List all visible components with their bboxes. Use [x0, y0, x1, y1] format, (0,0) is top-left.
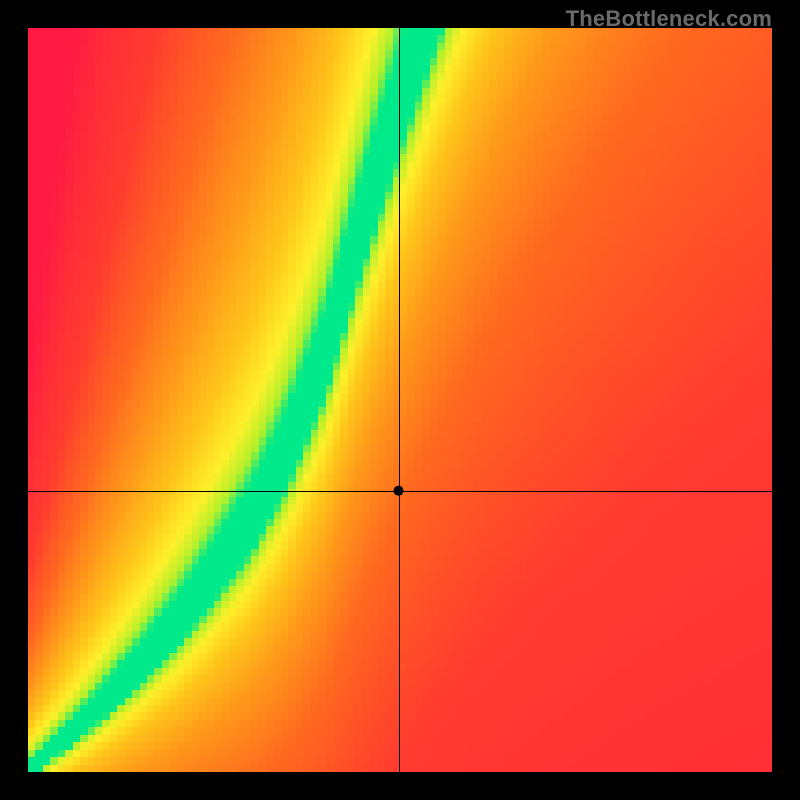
plot-area	[28, 28, 772, 772]
chart-container: TheBottleneck.com	[0, 0, 800, 800]
heatmap-canvas	[28, 28, 772, 772]
watermark-text: TheBottleneck.com	[566, 6, 772, 32]
